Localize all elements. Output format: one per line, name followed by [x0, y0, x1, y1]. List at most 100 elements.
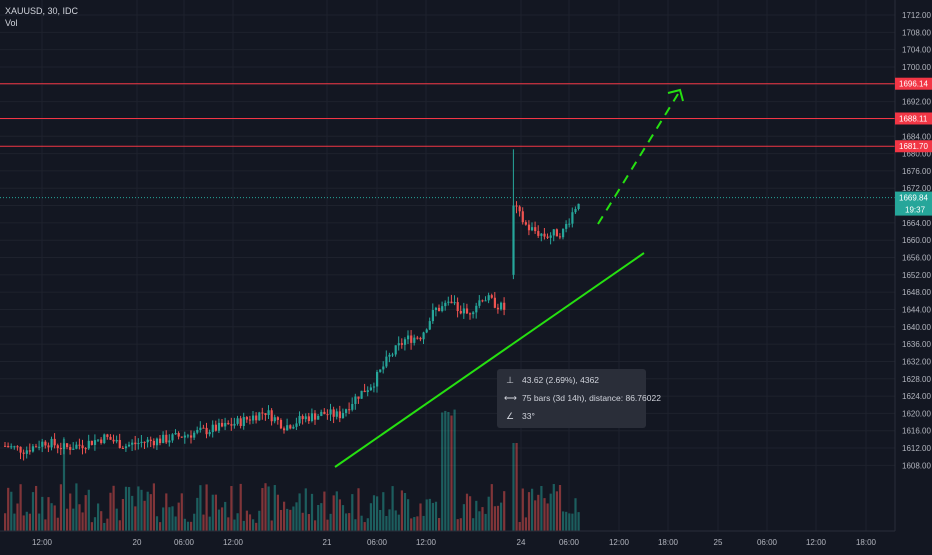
price-tick-label: 1636.00 — [902, 340, 931, 349]
angle-icon: ∠ — [505, 411, 515, 421]
volume-bar — [100, 511, 103, 531]
volume-bar — [7, 487, 10, 531]
volume-bar — [376, 496, 379, 531]
candle-body — [273, 417, 276, 422]
candle-body — [366, 390, 369, 393]
measure-angle: 33° — [522, 411, 535, 421]
symbol-title[interactable]: XAUUSD, 30, IDC — [5, 6, 79, 16]
volume-bar — [388, 509, 391, 531]
candle-body — [565, 224, 568, 229]
volume-bar — [422, 515, 425, 531]
volume-bar — [245, 510, 248, 531]
volume-bar — [146, 491, 149, 531]
volume-bar — [338, 499, 341, 531]
candle-body — [484, 300, 487, 302]
candle-body — [307, 416, 310, 421]
candle-body — [332, 409, 335, 417]
volume-bar — [379, 509, 382, 531]
candle-body — [465, 308, 469, 314]
candle-body — [69, 447, 72, 450]
time-tick-label: 06:00 — [757, 538, 778, 547]
candle-body — [245, 417, 248, 420]
candle-body — [295, 423, 298, 427]
volume-bar — [410, 518, 413, 531]
price-tick-label: 1620.00 — [902, 409, 931, 418]
volume-bar — [307, 514, 310, 531]
candle-body — [348, 409, 351, 411]
candle-body — [416, 337, 419, 339]
volume-bar — [385, 515, 388, 531]
volume-indicator-label[interactable]: Vol — [5, 18, 18, 28]
volume-bar — [276, 494, 279, 531]
candle-body — [335, 411, 338, 417]
candle-body — [425, 329, 428, 333]
volume-bar — [301, 512, 304, 531]
candle-body — [428, 321, 431, 330]
candle-body — [121, 447, 124, 449]
price-tick-label: 1624.00 — [902, 392, 931, 401]
candle-body — [62, 443, 66, 450]
volume-bar — [546, 503, 549, 531]
volume-bar — [190, 521, 193, 531]
candle-body — [512, 205, 515, 275]
candle-body — [481, 300, 484, 302]
measure-tooltip: ⊥ 43.62 (2.69%), 4362 ⟷ 75 bars (3d 14h), … — [497, 369, 661, 428]
candle-body — [338, 411, 341, 419]
price-tick-label: 1640.00 — [902, 323, 931, 332]
candle-body — [87, 440, 90, 449]
volume-bar — [571, 513, 574, 531]
candle-body — [13, 446, 16, 448]
candle-body — [174, 433, 177, 435]
volume-bar — [221, 507, 224, 531]
volume-bar — [531, 488, 534, 531]
candle-body — [413, 337, 416, 343]
candle-body — [283, 428, 286, 431]
candle-body — [500, 302, 503, 310]
volume-bar — [270, 520, 273, 531]
price-tick-label: 1612.00 — [902, 444, 931, 453]
volume-bar — [496, 505, 500, 531]
candle-body — [255, 415, 258, 421]
volume-bar — [199, 485, 202, 531]
volume-bar — [183, 518, 186, 531]
volume-bar — [217, 509, 221, 531]
volume-bar — [180, 493, 183, 531]
volume-bar — [252, 519, 255, 531]
volume-bar — [159, 522, 162, 531]
candle-body — [357, 396, 360, 399]
volume-bar — [66, 508, 69, 531]
volume-bar — [196, 497, 199, 531]
candle-body — [239, 418, 242, 426]
volume-bar — [549, 493, 552, 531]
candle-body — [242, 417, 245, 426]
volume-bar — [462, 504, 465, 531]
volume-bar — [149, 494, 152, 531]
candle-body — [193, 432, 196, 438]
volume-bar — [186, 521, 190, 531]
candle-body — [115, 439, 118, 442]
volume-bar — [174, 516, 177, 531]
volume-bar — [53, 505, 56, 531]
volume-bar — [425, 499, 428, 531]
candle-body — [422, 332, 425, 340]
price-tick-label: 1632.00 — [902, 357, 931, 366]
time-tick-label: 12:00 — [609, 538, 630, 547]
volume-bar — [211, 494, 214, 531]
volume-bar — [47, 497, 50, 531]
candle-body — [171, 434, 174, 441]
volume-bar — [115, 508, 118, 531]
level-price-tag — [895, 112, 932, 125]
volume-bar — [552, 484, 555, 531]
volume-bar — [255, 522, 258, 531]
volume-bar — [543, 498, 546, 531]
candle-body — [252, 415, 255, 421]
candle-body — [165, 434, 168, 443]
volume-bar — [248, 514, 252, 531]
time-tick-label: 24 — [517, 538, 526, 547]
volume-bar — [537, 494, 540, 531]
candle-body — [438, 307, 441, 312]
volume-bar — [577, 512, 580, 531]
candle-body — [72, 448, 75, 450]
